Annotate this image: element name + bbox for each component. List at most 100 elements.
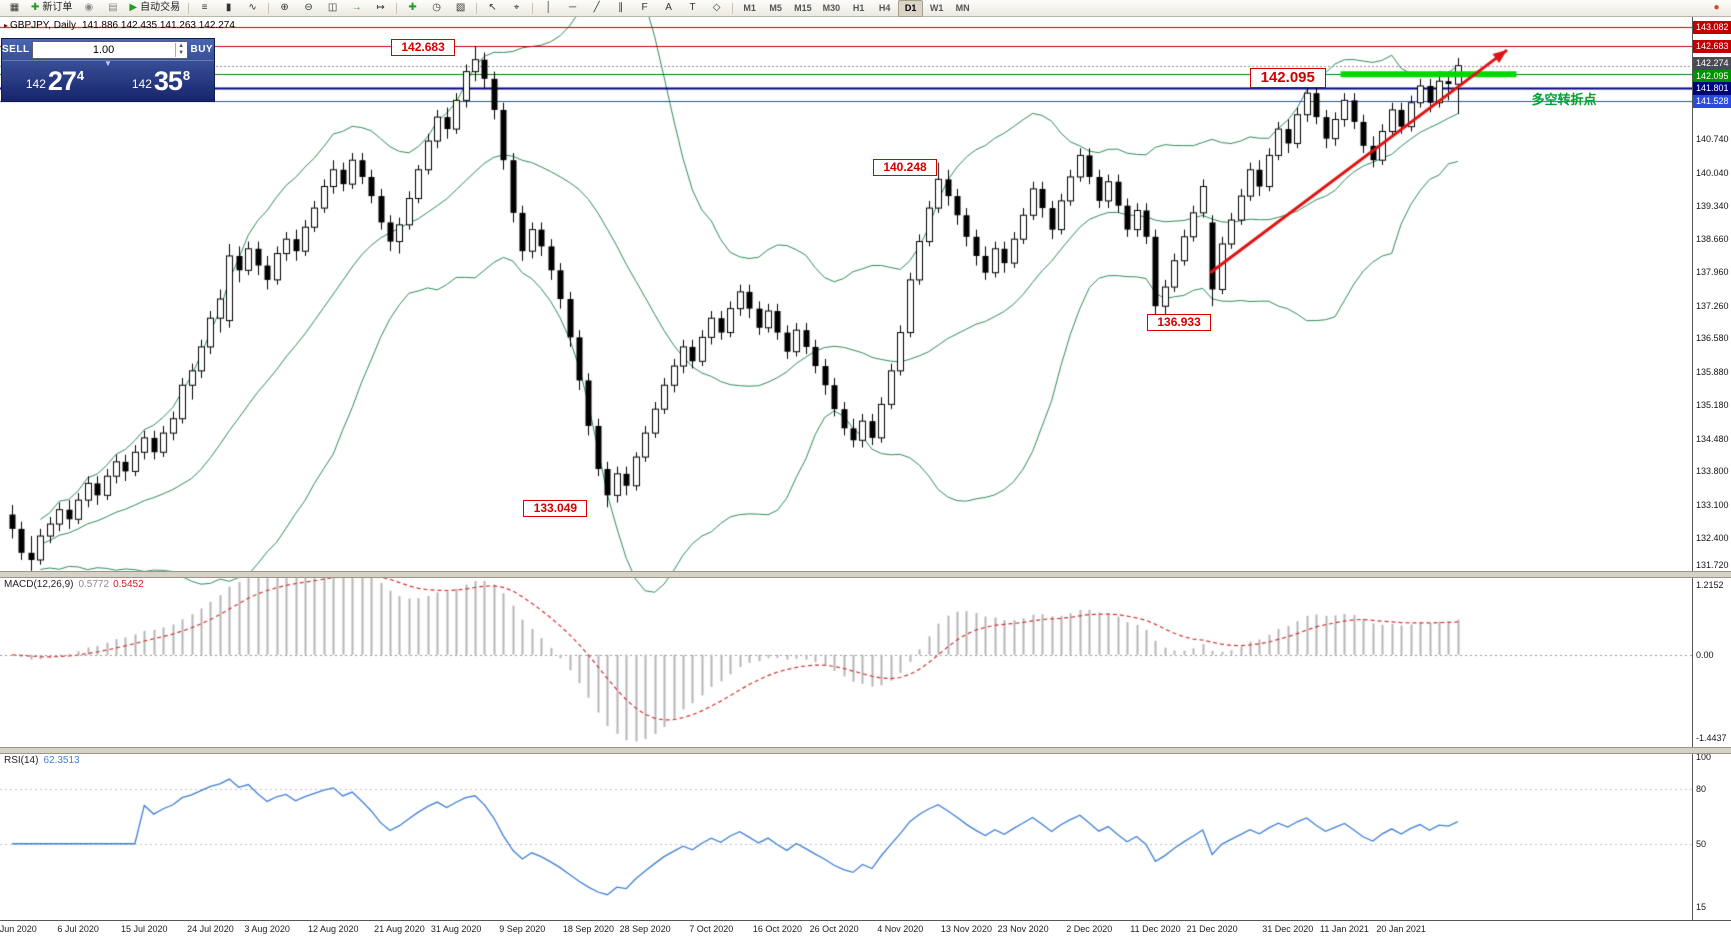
price-axis-tick: 137.960 [1696, 267, 1729, 278]
price-callout-label[interactable]: 136.933 [1147, 314, 1212, 332]
alert-status-icon[interactable]: ● [1713, 2, 1720, 13]
rsi-pane-divider[interactable] [0, 747, 1731, 754]
tile-windows-icon[interactable]: ◫ [321, 0, 344, 17]
auto-scroll-icon[interactable]: → [345, 0, 368, 17]
date-axis-label: 2 Dec 2020 [1066, 924, 1113, 934]
mql-community-icon[interactable]: ▤ [101, 0, 124, 17]
trendline-icon[interactable]: ╱ [585, 0, 608, 17]
sell-button[interactable]: SELL [2, 44, 30, 55]
channel-icon: ∥ [618, 2, 624, 13]
price-callout-label[interactable]: 140.248 [873, 159, 938, 177]
buy-button[interactable]: BUY [190, 44, 214, 55]
price-chart-canvas[interactable] [0, 0, 1692, 938]
price-axis-box: 142.274 [1693, 57, 1731, 71]
chart-window-icon[interactable]: ▦ [3, 0, 26, 17]
autotrade-button[interactable]: ▶ 自动交易 [125, 0, 184, 17]
crosshair-icon[interactable]: ⌖ [505, 0, 528, 17]
cursor-icon: ↖ [488, 2, 497, 13]
candlestick-chart-icon[interactable]: ▮ [217, 0, 240, 17]
date-axis[interactable]: 25 Jun 2020 6 Jul 2020 15 Jul 2020 24 Jul 2… [0, 921, 1692, 938]
macd-pane-divider[interactable] [0, 571, 1731, 578]
templates-icon[interactable]: ▧ [449, 0, 472, 17]
price-callout-label[interactable]: 133.049 [523, 500, 588, 518]
bar-chart-icon[interactable]: ≡ [193, 0, 216, 17]
bar-chart-icon: ≡ [201, 2, 208, 13]
price-axis-column[interactable]: 140.740 140.040 139.340 138.660 137.960 137.2… [1692, 17, 1731, 920]
volume-spinner: ▲ ▼ [174, 42, 187, 57]
periods-icon: ◷ [432, 2, 441, 13]
expert-advisor-icon: ◉ [84, 2, 94, 13]
turning-point-note[interactable]: 多空转折点 [1531, 92, 1597, 107]
date-axis-label: 28 Sep 2020 [619, 924, 671, 934]
symbol-title: GBPJPY, Daily [10, 20, 76, 31]
new-order-button[interactable]: ✚ 新订单 [27, 0, 76, 17]
rsi-value: 62.3513 [43, 755, 80, 766]
timeframe-m1-button[interactable]: M1 [743, 2, 756, 13]
line-chart-icon[interactable]: ∿ [241, 0, 264, 17]
trendline-icon: ╱ [593, 2, 600, 13]
price-axis-tick: 133.100 [1696, 499, 1729, 510]
vertical-line-icon[interactable]: │ [537, 0, 560, 17]
bid-main-digits: 27 [47, 66, 77, 96]
toolbar-separator [732, 2, 734, 14]
fibonacci-icon: F [641, 2, 648, 13]
rsi-name: RSI(14) [4, 755, 39, 766]
toolbar-separator [396, 2, 398, 14]
price-axis-box: 143.082 [1693, 20, 1731, 34]
sell-price-button[interactable]: 142 27 4 [2, 61, 108, 102]
chart-window-icon: ▦ [9, 2, 20, 13]
channel-icon[interactable]: ∥ [609, 0, 632, 17]
price-callout-label[interactable]: 142.095 [1249, 67, 1326, 88]
time-axis-line [0, 920, 1731, 921]
volume-input[interactable] [32, 43, 175, 56]
timeframe-m30-button[interactable]: M30 [822, 2, 841, 13]
rsi-axis-tick: 15 [1696, 902, 1707, 913]
volume-field: ▲ ▼ [31, 40, 188, 59]
crosshair-icon: ⌖ [513, 2, 520, 13]
templates-icon: ▧ [455, 2, 466, 13]
expert-advisor-icon[interactable]: ◉ [77, 0, 100, 17]
rsi-axis-tick: 100 [1696, 752, 1712, 762]
bid-pip-digit: 4 [76, 68, 85, 83]
auto-scroll-icon: → [351, 2, 362, 13]
price-axis-tick: 136.580 [1696, 333, 1729, 344]
price-axis-box: 141.528 [1693, 94, 1731, 108]
price-axis-tick: 134.480 [1696, 433, 1729, 444]
buy-price-button[interactable]: 142 35 8 [108, 61, 214, 102]
date-axis-label: 6 Jul 2020 [57, 924, 99, 934]
periods-icon[interactable]: ◷ [425, 0, 448, 17]
date-axis-label: 26 Oct 2020 [809, 924, 859, 934]
volume-increase-icon[interactable]: ▲ [178, 42, 185, 49]
zoom-in-icon[interactable]: ⊕ [273, 0, 296, 17]
timeframe-m15-button[interactable]: M15 [794, 2, 812, 13]
chart-shift-icon: ↦ [376, 2, 385, 13]
timeframe-h1-button[interactable]: H1 [852, 2, 865, 13]
zoom-out-icon[interactable]: ⊖ [297, 0, 320, 17]
timeframe-w1-button[interactable]: W1 [929, 2, 944, 13]
indicators-button[interactable]: ✚ [401, 0, 424, 17]
volume-decrease-icon[interactable]: ▼ [178, 49, 185, 56]
date-axis-label: 20 Jan 2021 [1376, 924, 1426, 934]
shapes-icon[interactable]: ◇ [705, 0, 728, 17]
macd-axis-tick: 0.00 [1696, 649, 1714, 660]
date-axis-label: 31 Dec 2020 [1262, 924, 1314, 934]
text-label-icon[interactable]: T [681, 0, 704, 17]
macd-axis-tick: 1.2152 [1696, 579, 1724, 590]
timeframe-h4-button[interactable]: H4 [878, 2, 891, 13]
price-axis-tick: 138.660 [1696, 233, 1729, 244]
chart-shift-icon[interactable]: ↦ [369, 0, 392, 17]
fibonacci-icon[interactable]: F [633, 0, 656, 17]
text-icon[interactable]: A [657, 0, 680, 17]
price-callout-label[interactable]: 142.683 [391, 38, 456, 56]
timeframe-mn-button[interactable]: MN [955, 2, 970, 13]
horizontal-line-icon[interactable]: ─ [561, 0, 584, 17]
cursor-icon[interactable]: ↖ [481, 0, 504, 17]
ask-main-digits: 35 [153, 66, 183, 96]
date-axis-label: 21 Aug 2020 [374, 924, 425, 934]
timeframe-m5-button[interactable]: M5 [769, 2, 782, 13]
date-axis-label: 3 Aug 2020 [244, 924, 290, 934]
macd-signal-value: 0.5452 [113, 579, 144, 590]
price-axis-tick: 140.040 [1696, 167, 1729, 178]
timeframe-d1-button[interactable]: D1 [898, 0, 924, 17]
ohlc-readout: 141.886 142.435 141.263 142.274 [81, 20, 235, 31]
